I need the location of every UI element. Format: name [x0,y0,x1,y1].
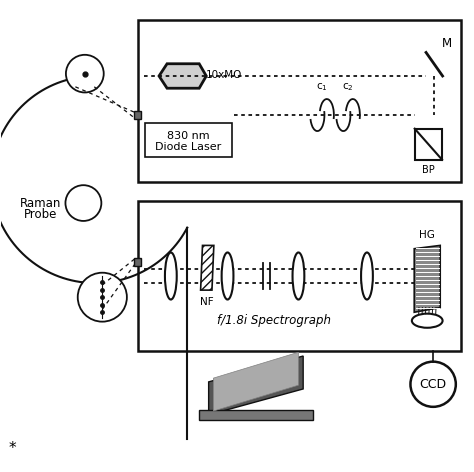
Text: NF: NF [201,297,214,307]
Bar [415,129,442,160]
Bar [138,201,462,351]
Ellipse shape [412,314,443,328]
Text: c$_2$: c$_2$ [342,82,354,93]
Circle shape [78,273,127,321]
Polygon shape [213,352,299,411]
Ellipse shape [292,253,304,300]
Ellipse shape [165,253,177,300]
Polygon shape [414,245,440,312]
Text: *: * [9,441,16,456]
Polygon shape [199,410,313,421]
Text: f/1.8i Spectrograph: f/1.8i Spectrograph [217,314,331,327]
Circle shape [65,185,101,221]
Bar [138,19,462,182]
Text: M: M [442,37,452,50]
Polygon shape [159,64,206,88]
Text: 10xMO: 10xMO [206,70,243,80]
Polygon shape [201,245,214,290]
Ellipse shape [222,253,234,300]
Ellipse shape [361,253,373,300]
Text: 830 nm: 830 nm [167,131,210,141]
Text: Probe: Probe [24,208,57,221]
Text: CCD: CCD [419,378,447,391]
Text: c$_1$: c$_1$ [316,82,328,93]
Circle shape [66,55,104,93]
Text: Raman: Raman [20,197,62,211]
Text: HG: HG [419,230,435,240]
Circle shape [410,362,456,407]
Text: BP: BP [422,165,435,176]
Bar [135,258,141,266]
Text: Diode Laser: Diode Laser [155,143,222,152]
Bar [135,111,141,119]
Polygon shape [209,356,303,415]
Bar [145,123,232,157]
